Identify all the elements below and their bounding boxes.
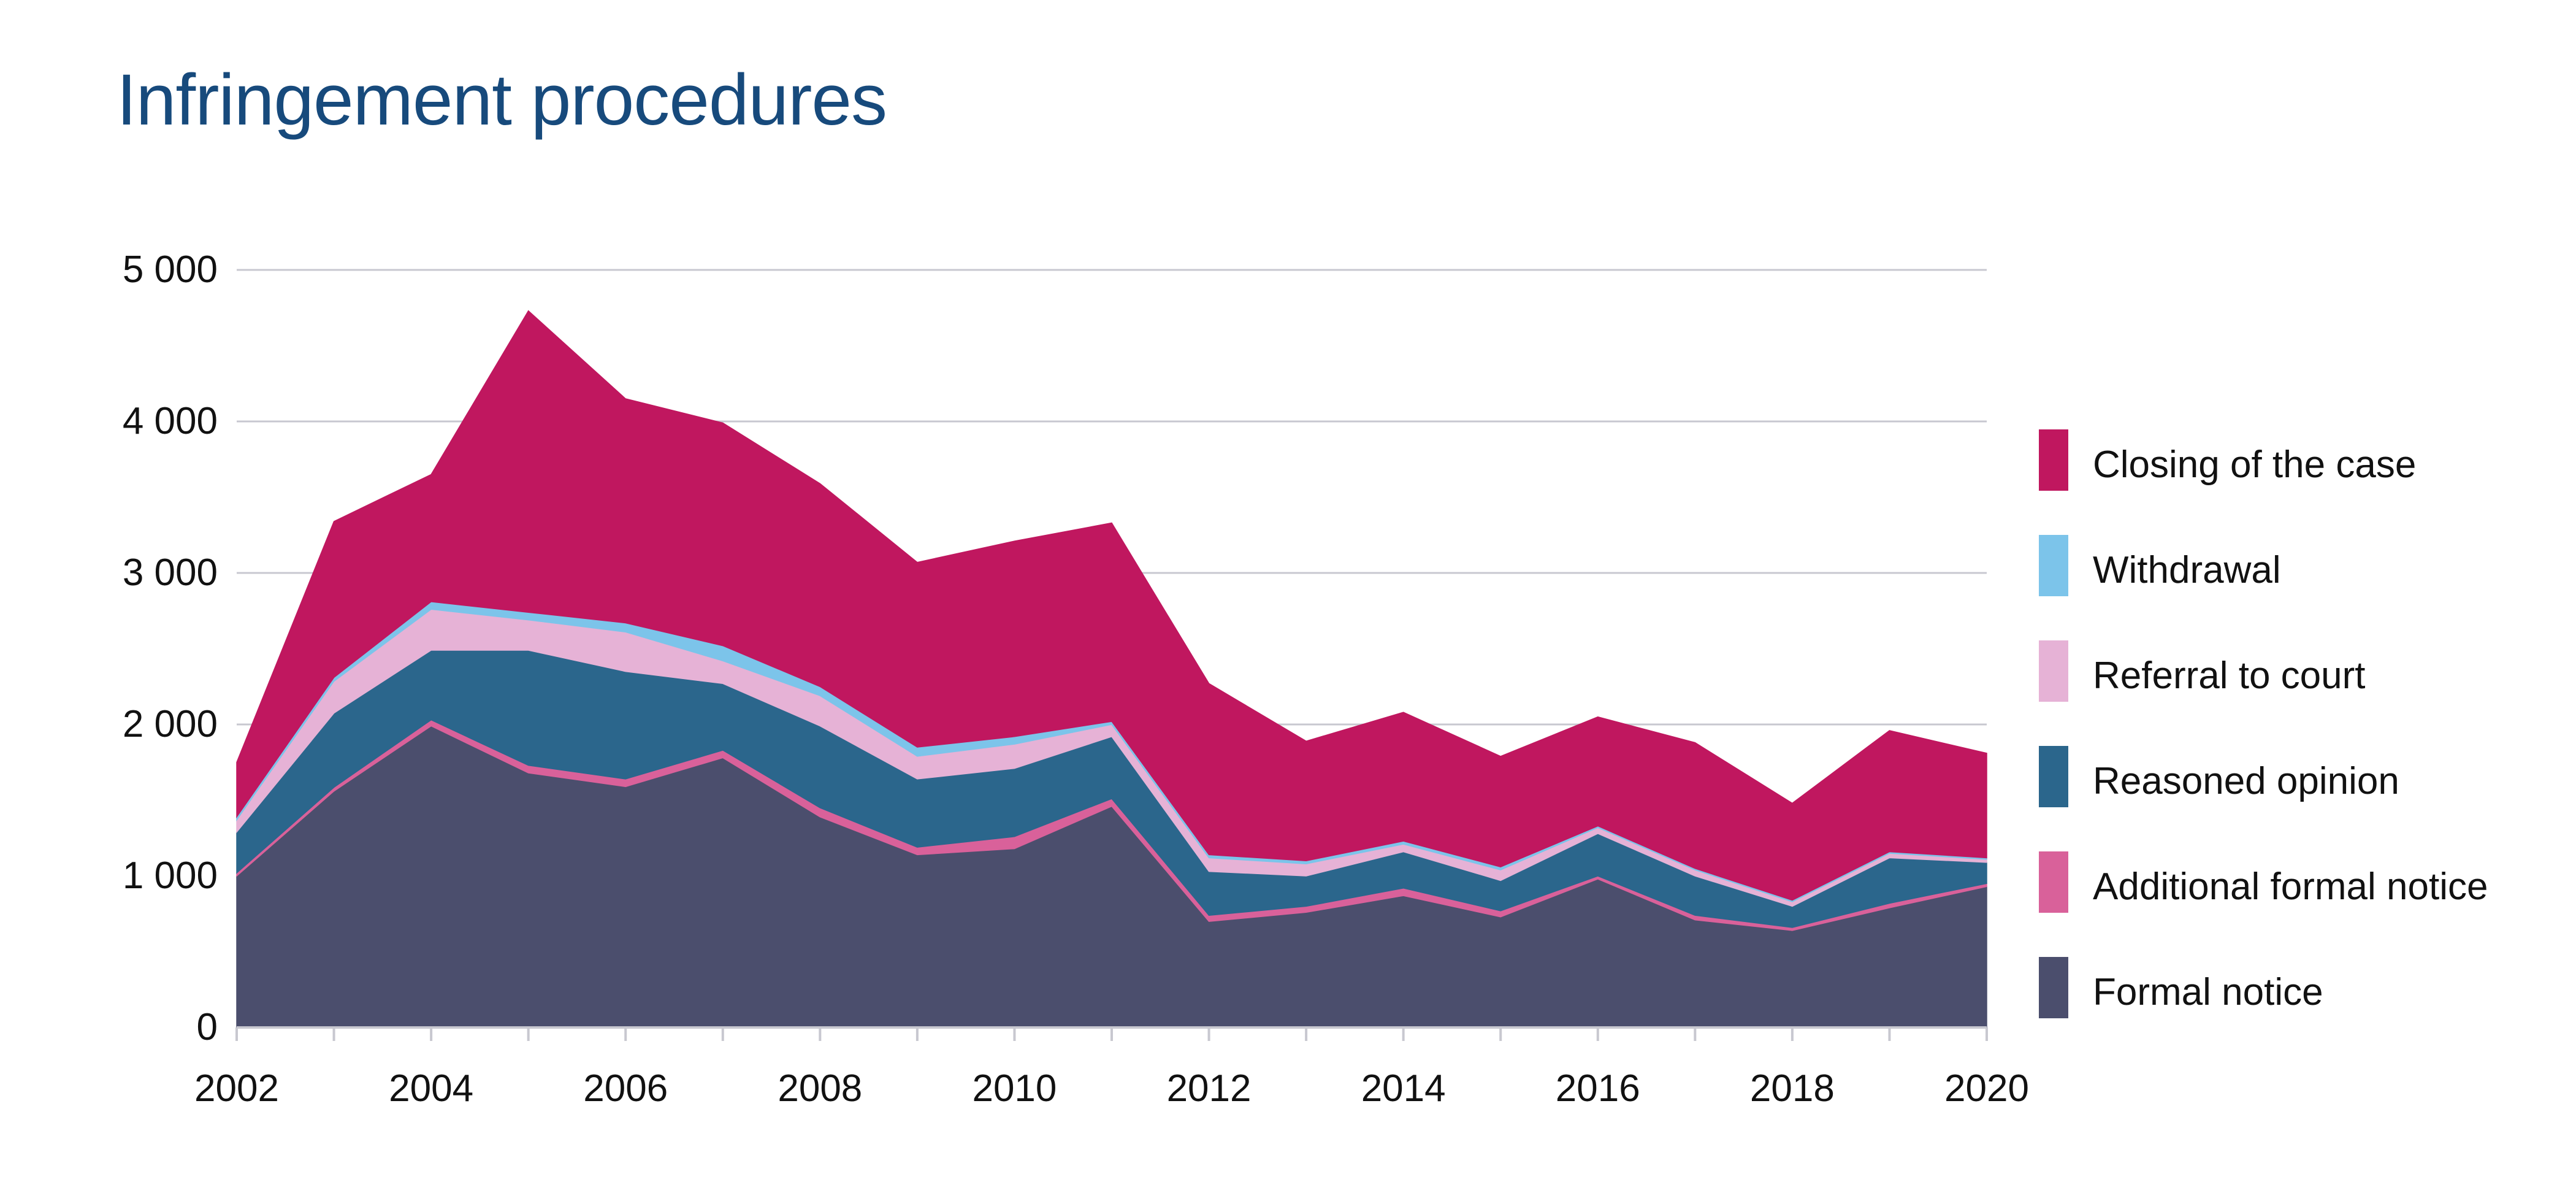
- x-tick-label: 2012: [1167, 1067, 1252, 1110]
- stacked-areas: [236, 310, 1987, 1028]
- x-tick-label: 2010: [972, 1067, 1057, 1110]
- legend-swatch: [2039, 746, 2068, 807]
- area-closing-of-the-case: [236, 310, 1987, 901]
- legend-swatch: [2039, 640, 2068, 702]
- legend-swatch: [2039, 535, 2068, 596]
- y-tick-label: 0: [197, 1006, 218, 1048]
- legend-swatch: [2039, 429, 2068, 491]
- y-tick-label: 3 000: [123, 551, 218, 594]
- x-tick-label: 2006: [583, 1067, 668, 1110]
- y-tick-label: 2 000: [123, 703, 218, 745]
- legend-swatch: [2039, 957, 2068, 1018]
- x-tick-label: 2016: [1556, 1067, 1640, 1110]
- axes: 0 1 000 2 000 3 000 4 000 5 000 2002 2004 2006 20…: [123, 248, 2029, 1110]
- y-tick-label: 4 000: [123, 400, 218, 442]
- y-tick-label: 1 000: [123, 854, 218, 897]
- x-tick-label: 2014: [1361, 1067, 1446, 1110]
- legend-label: Withdrawal: [2093, 549, 2281, 591]
- legend-label: Closing of the case: [2093, 444, 2417, 486]
- legend-label: Reasoned opinion: [2093, 760, 2399, 802]
- x-tick-label: 2020: [1944, 1067, 2029, 1110]
- x-tick-label: 2008: [778, 1067, 862, 1110]
- legend-label: Additional formal notice: [2093, 866, 2488, 908]
- legend-label: Formal notice: [2093, 971, 2323, 1013]
- legend-swatch: [2039, 851, 2068, 913]
- y-tick-label: 5 000: [123, 248, 218, 291]
- x-tick-label: 2018: [1750, 1067, 1835, 1110]
- legend-label: Referral to court: [2093, 655, 2366, 697]
- chart-title: Infringement procedures: [117, 60, 887, 140]
- x-tick-label: 2004: [389, 1067, 473, 1110]
- x-tick-label: 2002: [194, 1067, 279, 1110]
